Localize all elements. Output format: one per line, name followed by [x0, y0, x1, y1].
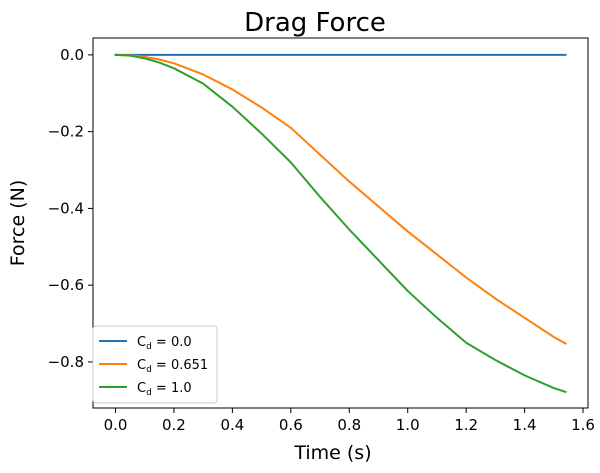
- x-axis: 0.0 0.2 0.4 0.6 0.8 1.0 1.2 1.4 1.6: [104, 408, 595, 434]
- legend-label-2: Cd = 1.0: [137, 381, 192, 398]
- x-tick-label: 0.4: [220, 416, 244, 434]
- legend-label-value: = 1.0: [152, 381, 192, 396]
- y-axis: 0.0 −0.2 −0.4 −0.6 −0.8: [48, 46, 93, 371]
- legend-label-subscript: d: [146, 388, 152, 398]
- y-tick-label: −0.8: [48, 353, 84, 371]
- legend-label-main: C: [137, 358, 146, 373]
- y-axis-label: Force (N): [7, 180, 29, 266]
- x-tick-label: 0.2: [162, 416, 186, 434]
- legend-label-subscript: d: [146, 342, 152, 352]
- legend-label-main: C: [137, 335, 146, 350]
- y-tick-label: −0.4: [48, 199, 84, 217]
- legend-label-value: = 0.651: [152, 358, 208, 373]
- series-line-1: [114, 53, 567, 345]
- y-tick-label: −0.6: [48, 276, 84, 294]
- y-tick-label: −0.2: [48, 123, 84, 141]
- x-tick-label: 1.0: [396, 416, 420, 434]
- series-line-2: [114, 53, 567, 394]
- x-tick-label: 1.4: [513, 416, 537, 434]
- series-layer: [114, 53, 567, 394]
- legend-label-subscript: d: [146, 365, 152, 375]
- legend-label-1: Cd = 0.651: [137, 358, 208, 375]
- x-tick-label: 1.6: [571, 416, 595, 434]
- chart-title: Drag Force: [244, 8, 386, 38]
- y-tick-label: 0.0: [60, 46, 84, 64]
- legend-frame: [92, 325, 218, 404]
- x-tick-label: 0.0: [104, 416, 128, 434]
- x-tick-label: 0.8: [337, 416, 361, 434]
- x-axis-label: Time (s): [293, 442, 371, 464]
- x-tick-label: 1.2: [454, 416, 478, 434]
- plot-frame: [92, 37, 589, 409]
- legend-label-0: Cd = 0.0: [137, 335, 192, 352]
- x-tick-label: 0.6: [279, 416, 303, 434]
- legend-label-value: = 0.0: [152, 335, 192, 350]
- legend-label-main: C: [137, 381, 146, 396]
